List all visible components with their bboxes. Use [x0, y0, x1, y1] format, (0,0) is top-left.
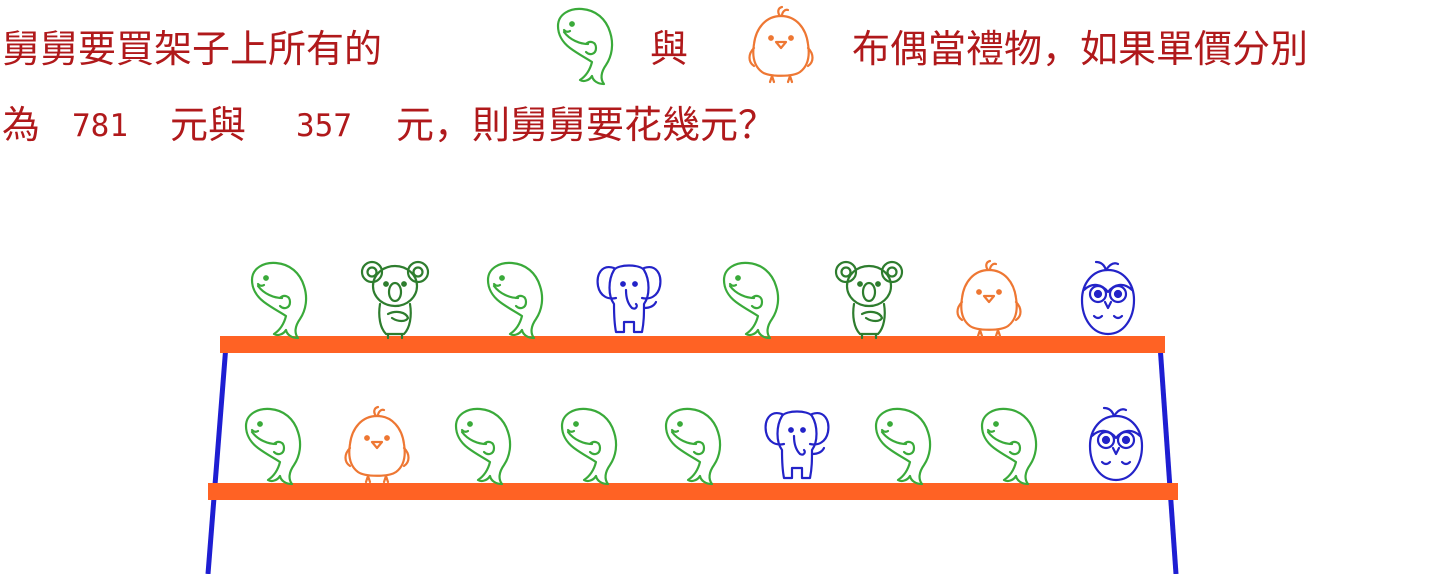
price-b: 357 [296, 108, 352, 144]
koala-icon [360, 260, 430, 340]
whale-icon [560, 407, 618, 486]
question-line1-part1: 舅舅要買架子上所有的 [2, 27, 383, 71]
question-line2-part2: 元，則舅舅要花幾元？ [396, 103, 777, 147]
owl-icon [1080, 260, 1136, 336]
chick-icon [956, 259, 1022, 338]
whale-icon [486, 261, 544, 340]
koala-icon [834, 260, 904, 340]
elephant-icon [596, 264, 662, 334]
shelf-board-bottom [208, 483, 1178, 500]
question-line1-part2: 布偶當禮物，如果單價分別 [852, 27, 1309, 71]
whale-icon [722, 261, 780, 340]
elephant-icon [764, 410, 830, 480]
question: 舅舅要買架子上所有的 與 布偶當禮物，如果單價分別 為 781 元與 357 元… [0, 0, 1449, 160]
whale-icon [244, 407, 302, 486]
whale-icon [454, 407, 512, 486]
whale-icon [664, 407, 722, 486]
price-a: 781 [72, 108, 128, 144]
whale-icon [980, 407, 1038, 486]
question-line2-part1: 為 [2, 103, 41, 147]
owl-icon [1088, 406, 1144, 482]
whale-icon [250, 261, 308, 340]
unit-a: 元與 [170, 103, 247, 147]
question-connector: 與 [650, 27, 689, 71]
whale-icon [874, 407, 932, 486]
shelf-post-left [205, 344, 229, 574]
chick-icon [344, 405, 410, 484]
shelf-board-top [220, 336, 1165, 353]
shelf-post-right [1157, 344, 1179, 574]
